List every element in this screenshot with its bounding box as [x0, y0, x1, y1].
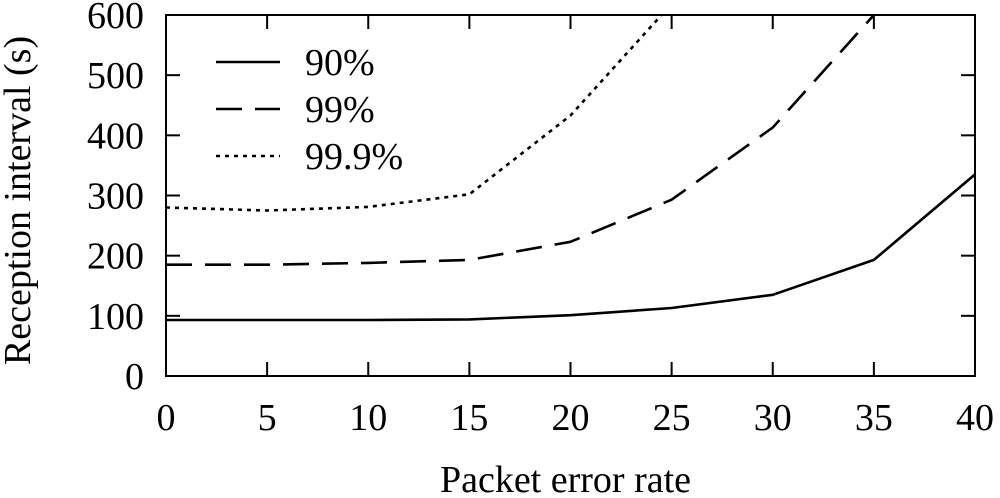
x-tick-label: 25 — [653, 397, 691, 439]
x-tick-label: 15 — [450, 397, 488, 439]
y-tick-label: 100 — [87, 296, 144, 338]
x-axis-label: Packet error rate — [440, 459, 691, 498]
y-axis-label: Reception interval (s) — [0, 36, 39, 365]
legend-label: 99% — [305, 89, 375, 131]
series-line-dotted — [166, 15, 663, 212]
y-tick-label: 400 — [87, 115, 144, 157]
y-tick-label: 300 — [87, 176, 144, 218]
x-tick-label: 35 — [855, 397, 893, 439]
x-tick-label: 40 — [956, 397, 994, 439]
y-tick-label: 600 — [87, 0, 144, 37]
plot-frame — [165, 14, 976, 377]
x-tick-label: 0 — [157, 397, 176, 439]
x-tick-label: 10 — [349, 397, 387, 439]
y-tick-label: 200 — [87, 236, 144, 278]
series-line-dashed — [166, 15, 875, 267]
series-line-solid — [166, 173, 975, 322]
legend-label: 99.9% — [305, 136, 403, 178]
x-tick-label: 20 — [552, 397, 590, 439]
legend-label: 90% — [305, 42, 375, 84]
x-tick-label: 30 — [754, 397, 792, 439]
y-tick-label: 0 — [125, 356, 144, 398]
y-tick-label: 500 — [87, 55, 144, 97]
x-tick-label: 5 — [258, 397, 277, 439]
